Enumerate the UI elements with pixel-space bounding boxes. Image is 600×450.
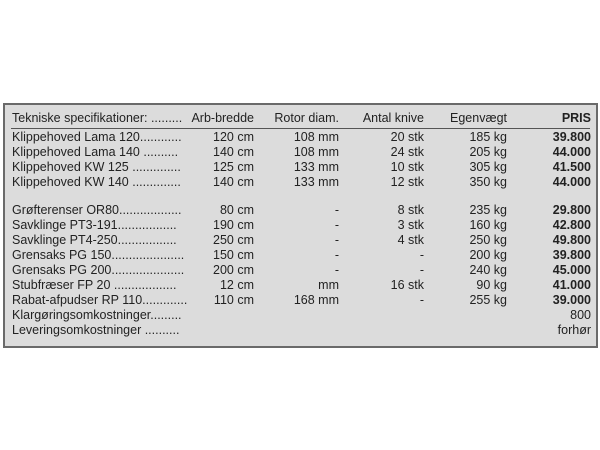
cell: 39.800 (552, 130, 591, 144)
cell: 44.000 (552, 175, 591, 189)
row-label: Klippehoved Lama 120............ (12, 130, 182, 144)
cell: 150 cm (213, 248, 254, 262)
cell: 39.000 (552, 293, 591, 307)
cell: forhør (557, 323, 591, 337)
cell: 200 kg (469, 248, 507, 262)
cell: 250 cm (213, 233, 254, 247)
cell: 80 cm (219, 203, 254, 217)
cell: 29.800 (552, 203, 591, 217)
cell: 10 stk (390, 160, 424, 174)
row-label: Savklinge PT4-250................. (12, 233, 177, 247)
cell: 125 cm (213, 160, 254, 174)
row-label: Klippehoved Lama 140 .......... (12, 145, 179, 159)
cell: 12 cm (219, 278, 254, 292)
row-label: Grensaks PG 150..................... (12, 248, 185, 262)
cell: mm (318, 278, 339, 292)
cell: 185 kg (469, 130, 507, 144)
cell: 90 kg (476, 278, 507, 292)
header-cell: PRIS (561, 111, 591, 125)
cell: 8 stk (397, 203, 424, 217)
cell: - (334, 203, 339, 217)
cell: 305 kg (469, 160, 507, 174)
cell: - (334, 233, 339, 247)
cell: 205 kg (469, 145, 507, 159)
header-cell: Egenvægt (450, 111, 507, 125)
cell: 108 mm (293, 130, 339, 144)
cell: 140 cm (213, 175, 254, 189)
header-cell: Tekniske specifikationer: ......... (12, 111, 183, 125)
cell: 45.000 (552, 263, 591, 277)
row-label: Klippehoved KW 140 .............. (12, 175, 181, 189)
row-label: Savklinge PT3-191................. (12, 218, 177, 232)
cell: 140 cm (213, 145, 254, 159)
row-label: Rabat-afpudser RP 110............. (12, 293, 188, 307)
cell: - (334, 263, 339, 277)
cell: 4 stk (397, 233, 424, 247)
cell: 800 (570, 308, 591, 322)
row-label: Stubfræser FP 20 .................. (12, 278, 177, 292)
cell: 250 kg (469, 233, 507, 247)
header-cell: Arb-bredde (191, 111, 254, 125)
cell: 24 stk (390, 145, 424, 159)
cell: - (419, 293, 424, 307)
cell: 235 kg (469, 203, 507, 217)
cell: 168 mm (293, 293, 339, 307)
cell: 160 kg (469, 218, 507, 232)
cell: - (334, 218, 339, 232)
cell: 110 cm (213, 293, 254, 307)
cell: 240 kg (469, 263, 507, 277)
cell: 190 cm (213, 218, 254, 232)
header-cell: Antal knive (362, 111, 424, 125)
cell: 39.800 (552, 248, 591, 262)
cell: 255 kg (469, 293, 507, 307)
row-label: Klippehoved KW 125 .............. (12, 160, 181, 174)
cell: 12 stk (390, 175, 424, 189)
row-label: Leveringsomkostninger .......... (12, 323, 180, 337)
cell: - (334, 248, 339, 262)
cell: 20 stk (390, 130, 424, 144)
cell: 200 cm (213, 263, 254, 277)
cell: 108 mm (293, 145, 339, 159)
row-label: Grøfterenser OR80.................. (12, 203, 182, 217)
row-label: Klargøringsomkostninger......... (12, 308, 182, 322)
cell: 3 stk (397, 218, 424, 232)
cell: 133 mm (293, 160, 339, 174)
spec-table: Tekniske specifikationer: ......... Arb-b… (3, 103, 598, 348)
row-label: Grensaks PG 200..................... (12, 263, 185, 277)
cell: 41.000 (552, 278, 591, 292)
cell: - (419, 248, 424, 262)
cell: 44.000 (552, 145, 591, 159)
cell: 42.800 (552, 218, 591, 232)
header-cell: Rotor diam. (274, 111, 339, 125)
cell: 350 kg (469, 175, 507, 189)
cell: 133 mm (293, 175, 339, 189)
cell: 49.800 (552, 233, 591, 247)
cell: - (419, 263, 424, 277)
cell: 16 stk (390, 278, 424, 292)
header-rule (11, 128, 590, 129)
cell: 120 cm (213, 130, 254, 144)
cell: 41.500 (552, 160, 591, 174)
